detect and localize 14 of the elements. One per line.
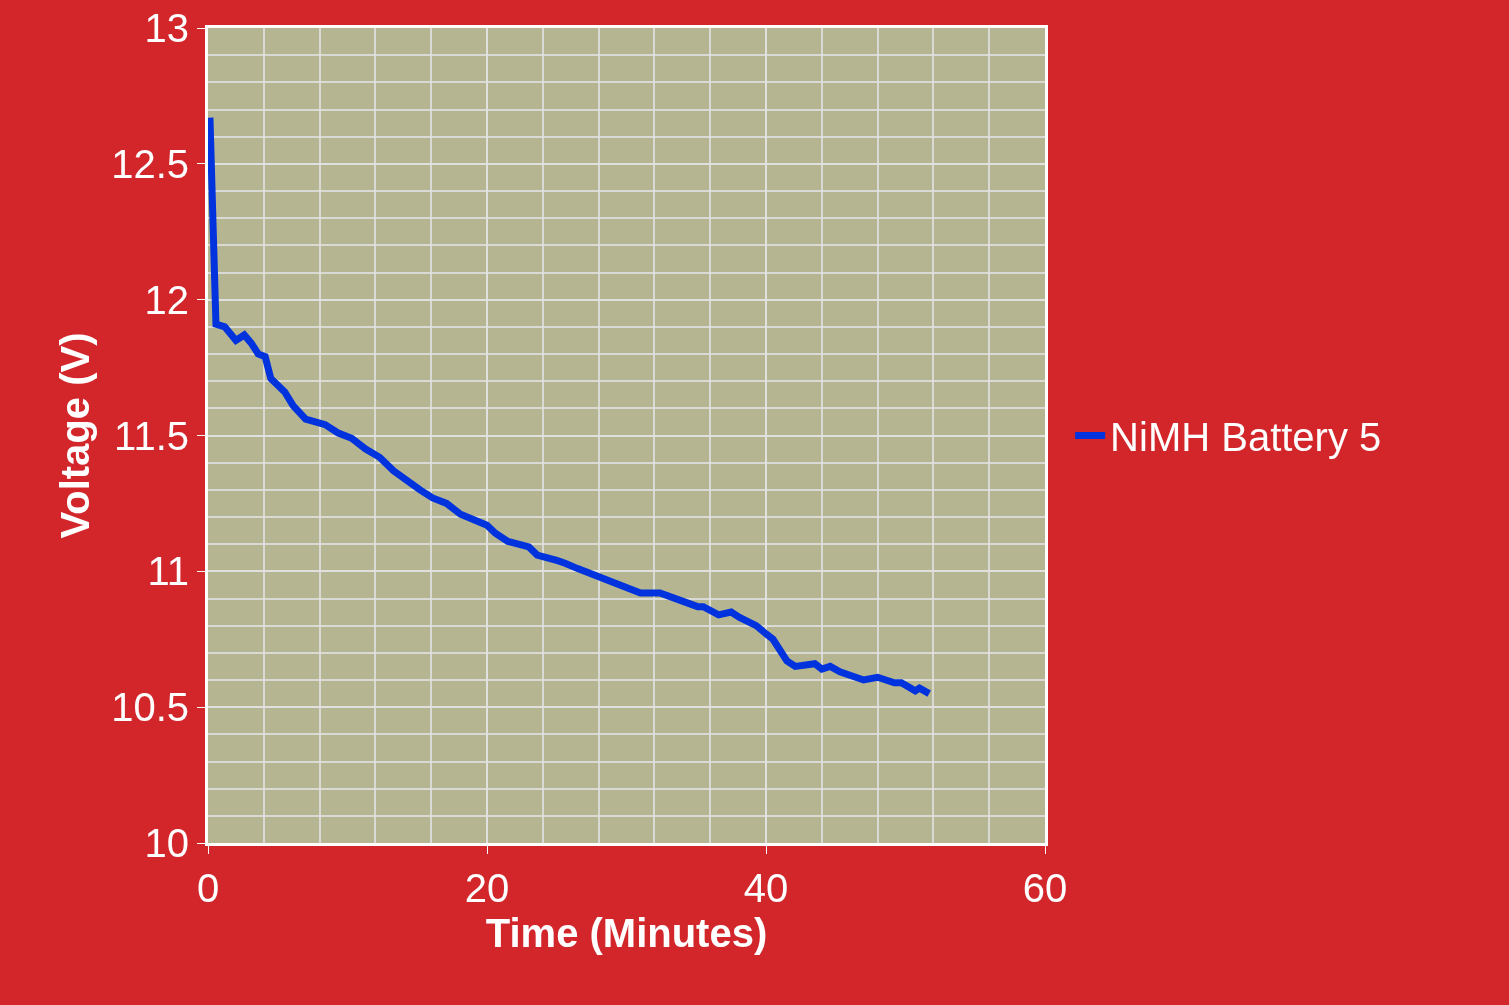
x-tick-label: 20 [464,866,510,910]
x-axis-title: Time (Minutes) [485,910,768,955]
y-tick-label: 11 [147,549,189,594]
y-tick-label: 13 [144,6,189,50]
x-tick-label: 0 [196,866,220,910]
y-tick-label: 10.5 [111,685,189,730]
y-tick-label: 11.5 [114,413,189,458]
x-tick-label: 40 [743,866,789,910]
y-tick-label: 12.5 [111,141,189,186]
y-tick-label: 10 [144,821,189,865]
legend-label: NiMH Battery 5 [1110,415,1382,460]
y-tick-label: 12 [144,277,189,322]
x-tick-label: 60 [1022,866,1068,910]
y-axis-title: Voltage (V) [52,332,97,539]
